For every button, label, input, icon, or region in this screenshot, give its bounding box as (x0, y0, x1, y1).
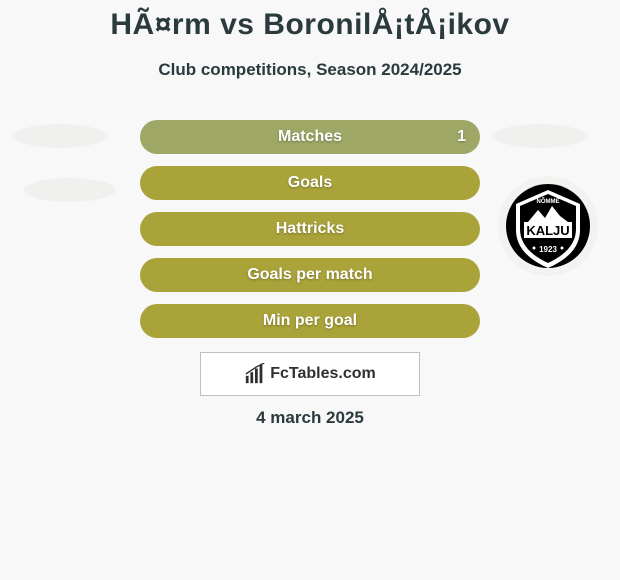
fctables-attribution: FcTables.com (200, 352, 420, 396)
stat-value-right: 1 (457, 120, 466, 154)
stat-label: Matches (140, 120, 480, 154)
badge-top-text: NÕMME (537, 198, 560, 205)
stat-row-mpg: Min per goal (140, 304, 480, 338)
date-text: 4 march 2025 (0, 408, 620, 428)
stat-row-matches: Matches 1 (140, 120, 480, 154)
player-left-avatar-2 (24, 178, 116, 202)
stat-row-goals: Goals (140, 166, 480, 200)
stat-label: Goals (140, 166, 480, 200)
stat-label: Min per goal (140, 304, 480, 338)
stat-label: Hattricks (140, 212, 480, 246)
fctables-mark-icon (244, 363, 266, 385)
club-badge-kalju: NÕMME KALJU 1923 (498, 176, 598, 276)
player-left-avatar-1 (14, 124, 106, 148)
stats-block: Matches 1 Goals Hattricks Goals per matc… (140, 120, 480, 350)
stat-label: Goals per match (140, 258, 480, 292)
stat-row-gpm: Goals per match (140, 258, 480, 292)
player-right-avatar-1 (494, 124, 586, 148)
badge-name: KALJU (526, 223, 569, 238)
stat-row-hattricks: Hattricks (140, 212, 480, 246)
badge-year: 1923 (539, 245, 557, 254)
page-title: HÃ¤rm vs BoronilÅ¡tÅ¡ikov (0, 8, 620, 42)
page-subtitle: Club competitions, Season 2024/2025 (0, 60, 620, 80)
fctables-text: FcTables.com (270, 365, 376, 383)
